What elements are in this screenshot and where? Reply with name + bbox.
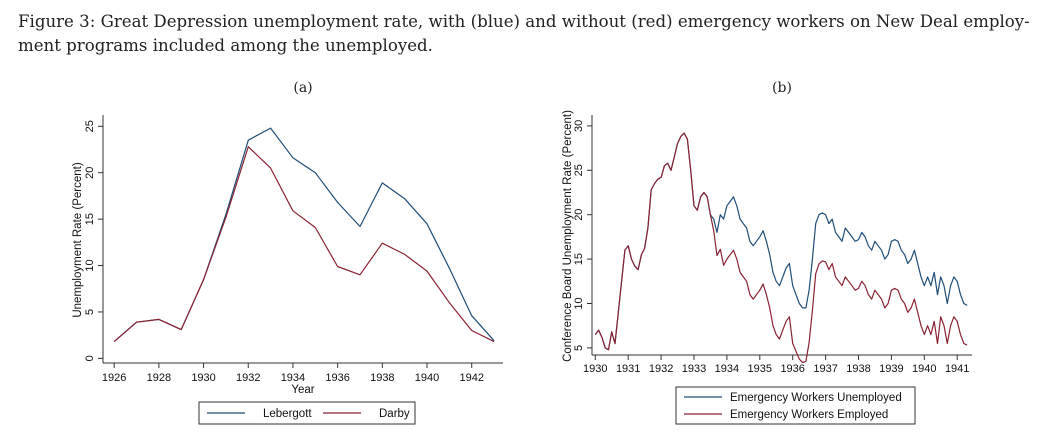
x-tick-label: 1935 — [748, 363, 772, 375]
y-axis-title: Conference Board Unemployment Rate (Perc… — [562, 110, 574, 362]
x-tick-label: 1936 — [325, 372, 349, 384]
x-tick-label: 1930 — [583, 363, 607, 375]
x-tick-label: 1942 — [459, 372, 483, 384]
x-tick-label: 1939 — [879, 363, 903, 375]
caption-line-1: Figure 3: Great Depression unemployment … — [18, 12, 1030, 31]
series-line-red — [594, 132, 968, 364]
caption-line-2: ment programs included among the unemplo… — [18, 36, 433, 55]
x-tick-label: 1938 — [370, 372, 394, 384]
y-tick-label: 10 — [84, 259, 96, 271]
y-tick-label: 5 — [573, 345, 585, 351]
x-tick-label: 1932 — [236, 372, 260, 384]
legend-label: Lebergott — [263, 408, 312, 420]
legend-label: Emergency Workers Unemployed — [730, 392, 902, 404]
chart-panel-a: (a) 1926 1928 1930 1932 1934 1936 1938 1940 1942 0… — [72, 80, 503, 425]
x-tick-label: 1941 — [945, 363, 969, 375]
y-tick-label: 25 — [84, 120, 96, 132]
panel-label: (b) — [772, 80, 792, 96]
legend-label: Darby — [379, 408, 410, 420]
y-tick-label: 15 — [84, 213, 96, 225]
x-tick-label: 1931 — [616, 363, 640, 375]
series-line-red — [113, 146, 495, 343]
figure-caption: Figure 3: Great Depression unemployment … — [18, 10, 1048, 58]
x-tick-label: 1932 — [649, 363, 673, 375]
series-line-blue — [113, 127, 495, 343]
y-tick-label: 25 — [573, 164, 585, 176]
x-tick-label: 1930 — [191, 372, 215, 384]
x-tick-label: 1934 — [281, 372, 305, 384]
legend-box — [675, 386, 916, 425]
legend: Lebergott Darby — [198, 401, 416, 425]
x-tick-label: 1928 — [147, 372, 171, 384]
y-tick-label: 20 — [573, 209, 585, 221]
y-tick-label: 15 — [573, 253, 585, 265]
x-tick-label: 1926 — [102, 372, 126, 384]
x-tick-label: 1937 — [813, 363, 837, 375]
x-tick-label: 1934 — [715, 363, 739, 375]
y-axis-title: Unemployment Rate (Percent) — [72, 162, 84, 317]
legend-box — [198, 401, 416, 425]
x-tick-label: 1940 — [415, 372, 439, 384]
series-line-blue — [594, 132, 968, 351]
panel-label: (a) — [293, 80, 312, 96]
chart-panel-b: (b) 1930 1931 1932 1933 1934 1935 1936 1937 1938 1… — [562, 80, 972, 425]
x-tick-label: 1933 — [682, 363, 706, 375]
y-tick-label: 0 — [84, 355, 96, 361]
legend: Emergency Workers Unemployed Emergency Wo… — [675, 386, 916, 425]
y-tick-label: 5 — [84, 309, 96, 315]
x-tick-label: 1936 — [780, 363, 804, 375]
x-axis-title: Year — [291, 384, 314, 396]
legend-label: Emergency Workers Employed — [730, 409, 888, 421]
x-tick-label: 1938 — [846, 363, 870, 375]
y-tick-label: 20 — [84, 167, 96, 179]
x-tick-label: 1940 — [912, 363, 936, 375]
y-tick-label: 30 — [573, 120, 585, 132]
y-tick-label: 10 — [573, 297, 585, 309]
